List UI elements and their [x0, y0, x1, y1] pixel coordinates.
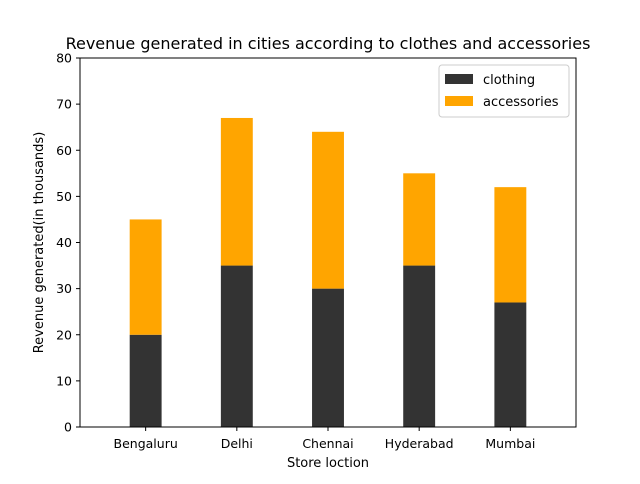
y-tick-label: 70: [56, 97, 72, 112]
chart-title: Revenue generated in cities according to…: [66, 34, 591, 53]
x-tick-label: Chennai: [302, 436, 353, 451]
legend: clothing accessories: [438, 64, 570, 118]
x-tick-label: Hyderabad: [385, 436, 454, 451]
y-tick-label: 80: [56, 51, 72, 66]
bar-clothing-delhi: [220, 265, 253, 427]
x-tick-label: Mumbai: [485, 436, 535, 451]
bar-clothing-mumbai: [494, 302, 527, 427]
bar-accessories-delhi: [220, 117, 253, 266]
bar-accessories-chennai: [312, 131, 344, 289]
bars-group: [129, 117, 527, 427]
y-tick-label: 20: [56, 327, 72, 342]
y-tick-label: 60: [56, 143, 72, 158]
bar-clothing-chennai: [312, 288, 344, 427]
x-axis: Bengaluru Delhi Chennai Hyderabad Mumbai: [114, 427, 535, 451]
y-tick-label: 10: [56, 373, 72, 388]
bar-accessories-bengaluru: [129, 219, 162, 335]
x-tick-label: Bengaluru: [114, 436, 178, 451]
bar-accessories-mumbai: [494, 187, 527, 303]
y-tick-label: 50: [56, 189, 72, 204]
y-tick-label: 30: [56, 281, 72, 296]
plot-frame: [79, 57, 577, 428]
legend-swatch-accessories: [445, 96, 473, 106]
y-tick-label: 40: [56, 235, 72, 250]
legend-label-clothing: clothing: [483, 73, 535, 88]
y-axis-label: Revenue generated(in thousands): [32, 132, 47, 354]
y-tick-label: 0: [64, 420, 72, 435]
bar-clothing-hyderabad: [403, 265, 436, 427]
x-tick-label: Delhi: [221, 436, 253, 451]
x-axis-label: Store loction: [287, 456, 369, 471]
bar-clothing-bengaluru: [129, 334, 162, 427]
y-axis: 0 10 20 30 40 50 60 70 80: [56, 51, 80, 435]
legend-swatch-clothing: [445, 74, 473, 84]
bar-accessories-hyderabad: [403, 173, 436, 266]
legend-label-accessories: accessories: [483, 95, 559, 110]
